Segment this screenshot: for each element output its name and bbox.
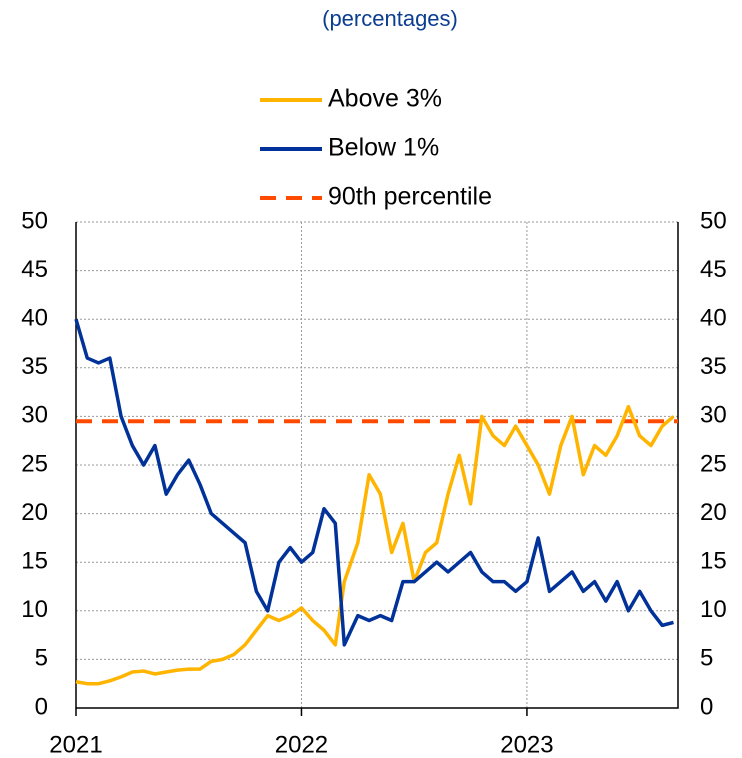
- y2-tick-label: 15: [700, 548, 727, 575]
- y2-tick-label: 45: [700, 256, 727, 283]
- axis-frame: [75, 222, 679, 709]
- y2-tick-label: 10: [700, 596, 727, 623]
- x-tick-label: 2021: [49, 731, 102, 758]
- y-tick-label: 35: [21, 353, 48, 380]
- y2-tick-label: 30: [700, 402, 727, 429]
- y-tick-label: 25: [21, 450, 48, 477]
- chart-subtitle: (percentages): [322, 6, 458, 31]
- y-tick-label: 5: [35, 645, 48, 672]
- y2-tick-label: 40: [700, 305, 727, 332]
- y2-tick-label: 25: [700, 450, 727, 477]
- y2-tick-label: 5: [700, 645, 713, 672]
- y2-tick-label: 35: [700, 353, 727, 380]
- line-series: [74, 318, 674, 647]
- y-tick-label: 30: [21, 402, 48, 429]
- y-tick-label: 15: [21, 548, 48, 575]
- y-tick-label: 0: [35, 693, 48, 720]
- x-tick-label: 2023: [500, 731, 553, 758]
- y2-tick-label: 20: [700, 499, 727, 526]
- y-tick-label: 45: [21, 256, 48, 283]
- y-tick-label: 40: [21, 305, 48, 332]
- legend-label: Below 1%: [328, 134, 439, 162]
- x-tick-label: 2022: [275, 731, 328, 758]
- y-tick-label: 50: [21, 207, 48, 234]
- y2-tick-label: 0: [700, 693, 713, 720]
- legend-label: Above 3%: [328, 85, 442, 113]
- line-series: [75, 404, 675, 686]
- y-tick-label: 10: [21, 596, 48, 623]
- legend-label: 90th percentile: [328, 183, 492, 211]
- y2-tick-label: 50: [700, 207, 727, 234]
- y-tick-label: 20: [21, 499, 48, 526]
